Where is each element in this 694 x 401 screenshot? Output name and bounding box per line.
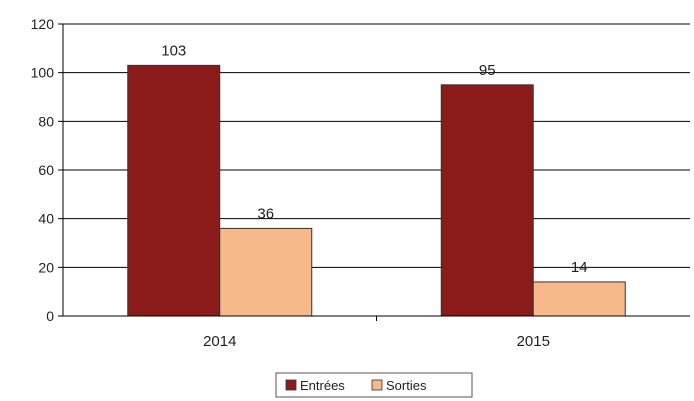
x-tick-label: 2015 (517, 333, 550, 350)
y-tick-label: 20 (38, 259, 54, 275)
y-tick-label: 40 (38, 211, 54, 227)
legend: Entrées Sorties (275, 372, 473, 398)
legend-label-series-1: Entrées (300, 378, 345, 393)
data-label: 14 (571, 259, 588, 276)
legend-swatch-series-1 (285, 379, 297, 391)
y-tick-label: 80 (38, 113, 54, 129)
y-tick-label: 100 (31, 65, 55, 81)
data-label: 95 (479, 62, 496, 79)
y-tick-label: 60 (38, 162, 54, 178)
data-labels: 103 36 95 14 (161, 42, 587, 276)
data-label: 103 (161, 42, 186, 59)
bar-1-2014 (127, 64, 221, 317)
bar-2-2014 (219, 227, 313, 317)
x-tick-label: 2014 (203, 333, 236, 350)
bar-2-2015 (532, 281, 626, 317)
data-label: 36 (257, 205, 274, 222)
legend-label-series-2: Sorties (386, 378, 427, 393)
y-tick-label: 120 (31, 16, 55, 32)
bars (127, 64, 626, 317)
y-tick-label: 0 (46, 308, 54, 324)
axes: 0 20 40 60 80 100 120 2014 2015 (31, 16, 690, 350)
legend-swatch-series-2 (371, 379, 383, 391)
bar-1-2015 (440, 84, 534, 317)
